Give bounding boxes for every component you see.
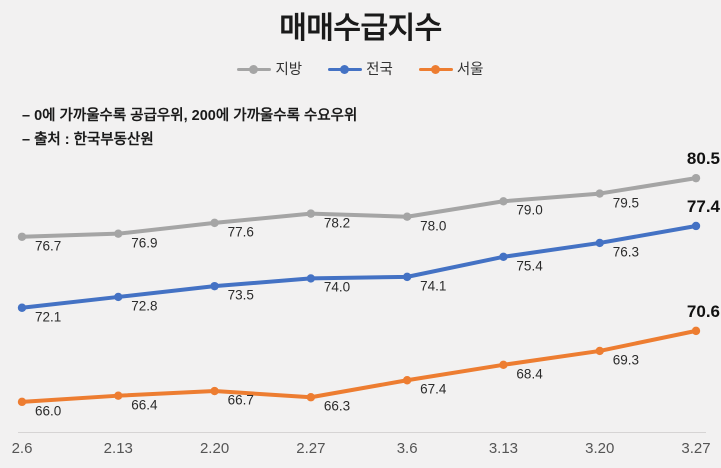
- data-point-marker: [499, 197, 508, 206]
- data-point-label: 76.3: [612, 244, 639, 260]
- data-point-label: 78.2: [323, 215, 351, 231]
- x-axis-tick-label: 3.6: [396, 440, 418, 457]
- x-axis-tick-label: 2.20: [199, 440, 230, 457]
- x-axis-tick-label: 3.20: [585, 440, 615, 457]
- data-point-marker: [210, 386, 219, 396]
- data-point-marker: [595, 346, 604, 356]
- note-line: – 0에 가까울수록 공급우위, 200에 가까울수록 수요우위: [22, 108, 358, 124]
- legend-marker-icon: [328, 62, 363, 76]
- data-point-label: 66.4: [131, 397, 158, 413]
- x-axis-tick-label: 2.27: [296, 440, 326, 457]
- data-point-marker: [114, 229, 123, 238]
- x-axis-tick-label: 3.13: [488, 440, 519, 457]
- data-point-label: 77.4: [686, 196, 720, 216]
- legend-item-서울[interactable]: 서울: [418, 58, 484, 79]
- data-point-marker: [210, 281, 219, 291]
- data-point-label: 74.0: [323, 279, 351, 295]
- data-point-marker: [402, 272, 412, 282]
- data-point-marker: [17, 397, 27, 407]
- note-line: – 출처 : 한국부동산원: [22, 132, 154, 148]
- chart-notes: – 0에 가까울수록 공급우위, 200에 가까울수록 수요우위 – 출처 : 한…: [22, 104, 357, 152]
- data-point-label: 77.6: [227, 224, 254, 240]
- data-point-label: 78.0: [420, 218, 447, 234]
- data-point-label: 66.0: [35, 403, 62, 419]
- data-point-label: 67.4: [420, 381, 447, 397]
- data-point-marker: [402, 212, 412, 221]
- data-point-marker: [691, 221, 701, 231]
- legend-label: 서울: [456, 62, 484, 78]
- data-point-label: 69.3: [612, 352, 639, 368]
- legend-label: 지방: [275, 62, 303, 78]
- data-point-marker: [595, 189, 604, 198]
- data-point-label: 75.4: [516, 258, 543, 274]
- data-point-marker: [306, 209, 316, 218]
- data-point-marker: [499, 252, 508, 262]
- data-point-marker: [595, 238, 604, 248]
- series-line-서울: [20, 328, 698, 404]
- data-point-label: 72.8: [131, 298, 158, 314]
- data-point-marker: [210, 218, 219, 228]
- series-line-전국: [20, 223, 698, 310]
- series-line-지방: [20, 176, 698, 239]
- data-point-marker: [114, 292, 123, 302]
- data-point-label: 66.7: [227, 392, 254, 408]
- data-point-label: 68.4: [516, 366, 543, 382]
- data-point-label: 66.3: [323, 398, 351, 414]
- data-point-marker: [691, 326, 701, 336]
- data-point-label: 76.9: [131, 235, 158, 251]
- x-axis-labels: 2.6 2.13 2.20 2.27 3.6 3.13 3.20 3.27: [0, 440, 721, 464]
- data-point-marker: [499, 360, 508, 370]
- legend-label: 전국: [366, 62, 393, 78]
- chart-legend: 지방 전국 서울: [0, 58, 721, 79]
- x-axis-tick-label: 3.27: [681, 440, 711, 457]
- page-title: 매매수급지수: [279, 12, 442, 45]
- data-point-marker: [17, 232, 27, 241]
- data-point-label: 79.0: [516, 202, 543, 218]
- legend-marker-icon: [237, 62, 272, 76]
- data-point-marker: [691, 173, 701, 183]
- data-point-label: 72.1: [35, 309, 62, 325]
- legend-marker-icon: [418, 62, 453, 76]
- x-axis-tick-label: 2.13: [103, 440, 133, 457]
- data-point-label: 79.5: [612, 195, 639, 211]
- data-point-marker: [114, 391, 123, 400]
- data-point-marker: [402, 376, 412, 385]
- data-point-label: 76.7: [35, 238, 62, 254]
- legend-item-전국[interactable]: 전국: [328, 58, 393, 79]
- data-point-marker: [306, 393, 316, 402]
- data-point-label: 80.5: [686, 149, 720, 169]
- x-axis-tick-label: 2.6: [11, 440, 33, 457]
- x-axis-line: [18, 432, 706, 433]
- data-point-marker: [17, 303, 27, 312]
- data-point-label: 74.1: [420, 278, 447, 294]
- data-point-label: 73.5: [227, 287, 254, 303]
- data-point-marker: [306, 274, 316, 283]
- legend-item-지방[interactable]: 지방: [237, 58, 302, 79]
- data-point-label: 70.6: [686, 301, 720, 321]
